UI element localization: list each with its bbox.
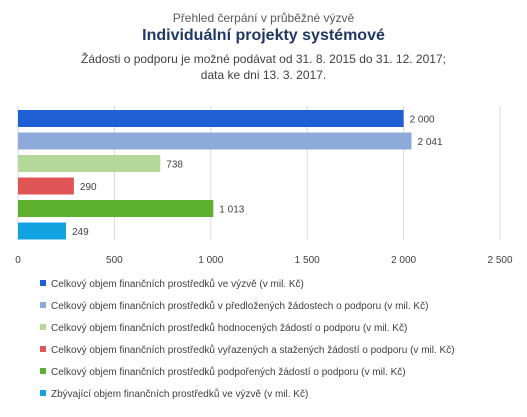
legend-item: Zbývající objem finančních prostředků ve…	[40, 384, 520, 406]
x-tick-label: 500	[106, 255, 123, 266]
legend-label: Celkový objem finančních prostředků hodn…	[51, 323, 408, 334]
chart-subtitle-line2: data ke dni 13. 3. 2017.	[200, 68, 327, 82]
x-tick-label: 2 500	[487, 255, 512, 266]
legend-item: Celkový objem finančních prostředků vyřa…	[40, 340, 520, 362]
legend-label: Zbývající objem finančních prostředků ve…	[51, 389, 309, 400]
chart-title: Individuální projekty systémové	[142, 27, 385, 44]
legend-item: Celkový objem finančních prostředků ve v…	[40, 274, 520, 296]
x-tick-label: 0	[15, 255, 21, 266]
legend-label: Celkový objem finančních prostředků vyřa…	[51, 345, 455, 356]
bar-value-label: 738	[166, 160, 183, 171]
legend-swatch	[40, 368, 46, 375]
bar	[18, 155, 161, 172]
bar-value-label: 249	[72, 227, 89, 238]
bar	[18, 177, 74, 195]
legend-swatch	[40, 346, 46, 353]
chart-subtitle-line1: Žádosti o podporu je možné podávat od 31…	[81, 52, 446, 66]
x-tick-label: 2 000	[391, 255, 416, 266]
legend-label: Celkový objem finančních prostředků v př…	[51, 301, 429, 312]
bar-chart: 0 500 1 000 1 500 2 000 2 500 2 000 2 041 738 290…	[15, 106, 513, 266]
chart-legend: Celkový objem finančních prostředků ve v…	[40, 274, 520, 406]
bar-value-label: 1 013	[219, 205, 244, 216]
bar	[18, 132, 412, 150]
legend-swatch	[40, 302, 46, 309]
legend-swatch	[40, 324, 46, 331]
x-tick-label: 1 500	[295, 255, 320, 266]
bar-value-label: 2 041	[418, 137, 443, 148]
x-tick-label: 1 000	[198, 255, 223, 266]
bar-value-label: 290	[80, 182, 97, 193]
legend-item: Celkový objem finančních prostředků podp…	[40, 362, 520, 384]
legend-item: Celkový objem finančních prostředků hodn…	[40, 318, 520, 340]
legend-label: Celkový objem finančních prostředků podp…	[51, 367, 406, 378]
bar	[18, 222, 67, 240]
bar	[18, 200, 214, 217]
legend-label: Celkový objem finančních prostředků ve v…	[51, 279, 304, 290]
bar-value-label: 2 000	[410, 115, 435, 126]
legend-item: Celkový objem finančních prostředků v př…	[40, 296, 520, 318]
bar	[18, 110, 404, 127]
legend-swatch	[40, 280, 46, 287]
legend-swatch	[40, 390, 46, 397]
chart-kicker: Přehled čerpání v průběžné výzvě	[172, 11, 355, 25]
